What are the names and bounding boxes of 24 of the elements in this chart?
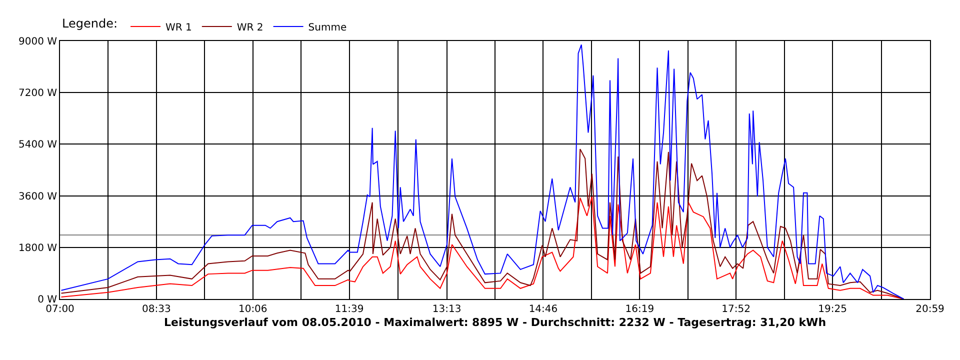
legend-label: Summe	[308, 22, 347, 34]
x-tick-label: 11:39	[334, 304, 364, 315]
legend-label: WR 2	[236, 22, 264, 34]
x-tick-label: 07:00	[46, 304, 74, 315]
legend-title: Legende:	[62, 16, 118, 31]
y-tick-label: 0 W	[38, 294, 58, 306]
x-tick-label: 14:46	[528, 304, 558, 315]
x-tick-label: 17:52	[722, 304, 751, 315]
x-tick-label: 16:19	[625, 304, 654, 315]
line-series	[60, 44, 904, 299]
line-series	[60, 196, 904, 299]
x-axis-title: Leistungsverlauf vom 08.05.2010 - Maximalwert: 8895 W - Durchschnitt: 2232 W - Tagesertrag: 31,20 kWh	[164, 316, 826, 330]
y-tick-label: 5400 W	[18, 140, 58, 151]
y-tick-label: 9000 W	[18, 36, 58, 48]
y-tick-label: 1800 W	[18, 242, 58, 254]
x-tick-label: 10:06	[238, 304, 268, 315]
x-tick-label: 20:59	[916, 304, 944, 315]
y-tick-label: 3600 W	[18, 191, 58, 202]
x-tick-label: 13:13	[432, 304, 462, 315]
legend-label: WR 1	[166, 22, 192, 34]
x-tick-label: 19:25	[818, 304, 847, 315]
x-tick-label: 08:33	[142, 304, 171, 315]
y-tick-label: 7200 W	[18, 88, 58, 100]
line-series	[60, 148, 904, 299]
